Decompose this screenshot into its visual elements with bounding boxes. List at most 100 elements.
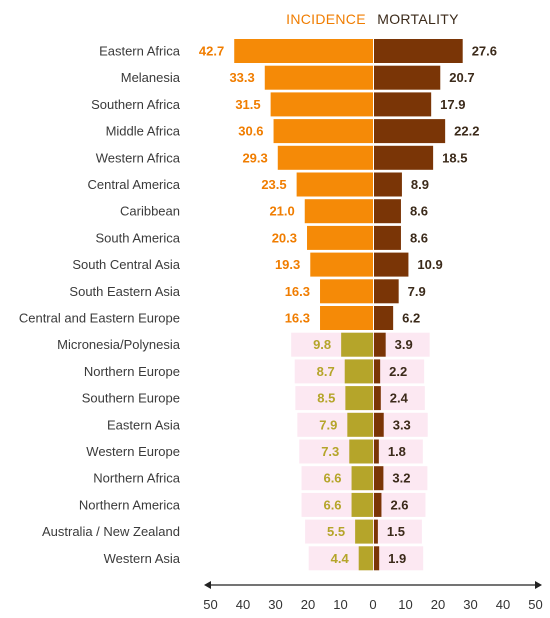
chart-row: South Central Asia 19.3 10.9 (72, 252, 443, 277)
incidence-bar (344, 359, 373, 384)
mortality-value-label: 1.5 (387, 524, 405, 539)
chart-row: South Eastern Asia 16.3 7.9 (69, 279, 426, 304)
mortality-value-label: 1.8 (388, 444, 406, 459)
chart-row: Northern Africa 6.6 3.2 (93, 466, 428, 491)
mortality-value-label: 2.6 (390, 497, 408, 512)
mortality-value-label: 3.9 (395, 337, 413, 352)
chart-row: Southern Europe 8.5 2.4 (82, 386, 425, 411)
x-tick-label: 10 (333, 597, 347, 612)
mortality-bar (374, 306, 394, 330)
incidence-value-label: 8.5 (317, 391, 335, 406)
mortality-value-label: 20.7 (449, 70, 474, 85)
mortality-value-label: 10.9 (417, 257, 442, 272)
incidence-bar (349, 439, 373, 464)
mortality-value-label: 8.6 (410, 204, 428, 219)
region-label: Middle Africa (106, 124, 181, 139)
incidence-bar (304, 199, 373, 224)
chart-row: Central America 23.5 8.9 (88, 172, 429, 197)
incidence-value-label: 6.6 (323, 471, 341, 486)
incidence-value-label: 21.0 (269, 204, 294, 219)
region-label: South Central Asia (72, 257, 180, 272)
region-label: Northern Europe (84, 364, 180, 379)
incidence-value-label: 23.5 (261, 177, 286, 192)
mortality-bar (374, 119, 446, 144)
mortality-value-label: 8.9 (411, 177, 429, 192)
region-label: Eastern Africa (99, 44, 181, 59)
mortality-bar (374, 519, 378, 544)
incidence-value-label: 29.3 (242, 150, 267, 165)
incidence-bar (358, 546, 373, 571)
x-tick-label: 30 (463, 597, 477, 612)
region-label: Australia / New Zealand (42, 524, 180, 539)
x-axis: 50 40 30 20 10 0 10 20 30 40 50 (203, 581, 543, 612)
mortality-bar (374, 492, 382, 517)
region-label: Northern Africa (93, 471, 180, 486)
chart-row: Caribbean 21.0 8.6 (120, 199, 428, 224)
region-label: South America (95, 230, 180, 245)
incidence-value-label: 20.3 (272, 230, 297, 245)
region-label: Eastern Asia (107, 417, 181, 432)
mortality-value-label: 2.4 (390, 391, 409, 406)
incidence-value-label: 30.6 (238, 124, 263, 139)
incidence-bar (264, 65, 373, 90)
x-tick-label: 30 (268, 597, 282, 612)
incidence-value-label: 6.6 (323, 497, 341, 512)
incidence-value-label: 5.5 (327, 524, 345, 539)
incidence-bar (341, 332, 373, 357)
incidence-value-label: 7.9 (319, 417, 337, 432)
region-label: Western Africa (96, 150, 181, 165)
region-label: Caribbean (120, 204, 180, 219)
incidence-bar (351, 492, 373, 517)
mortality-bar (374, 332, 386, 357)
incidence-value-label: 19.3 (275, 257, 300, 272)
incidence-bar (320, 279, 373, 304)
incidence-bar (345, 386, 373, 411)
chart-row: Australia / New Zealand 5.5 1.5 (42, 519, 422, 544)
incidence-value-label: 7.3 (321, 444, 339, 459)
chart-rows: Eastern Africa 42.7 27.6 Melanesia 33.3 20.7 S… (19, 39, 497, 571)
chart-row: Southern Africa 31.5 17.9 (91, 92, 465, 117)
x-axis-left-arrow (204, 581, 211, 589)
chart-row: Eastern Africa 42.7 27.6 (99, 39, 497, 63)
mortality-bar (374, 386, 381, 411)
chart-row: Middle Africa 30.6 22.2 (106, 119, 479, 144)
chart-row: Western Africa 29.3 18.5 (96, 145, 467, 170)
incidence-bar (320, 306, 373, 330)
mortality-bar (374, 412, 384, 437)
incidence-bar (351, 466, 373, 491)
region-label: Melanesia (121, 70, 181, 85)
chart-row: Melanesia 33.3 20.7 (121, 65, 475, 90)
mortality-bar (374, 39, 463, 63)
incidence-bar (270, 92, 373, 117)
chart-row: Western Europe 7.3 1.8 (86, 439, 423, 464)
incidence-bar (277, 145, 373, 170)
incidence-value-label: 16.3 (285, 284, 310, 299)
x-tick-label: 20 (301, 597, 315, 612)
chart-row: Northern Europe 8.7 2.2 (84, 359, 425, 384)
region-label: Southern Europe (82, 391, 180, 406)
mortality-bar (374, 546, 380, 571)
x-tick-label: 50 (203, 597, 217, 612)
mortality-label-highlight (373, 492, 426, 517)
incidence-header: INCIDENCE (286, 11, 366, 27)
mortality-value-label: 7.9 (408, 284, 426, 299)
region-label: South Eastern Asia (69, 284, 180, 299)
incidence-bar (234, 39, 373, 63)
region-label: Southern Africa (91, 97, 181, 112)
incidence-value-label: 16.3 (285, 311, 310, 326)
mortality-label-highlight (373, 546, 424, 571)
mortality-label-highlight (373, 359, 425, 384)
region-label: Central and Eastern Europe (19, 311, 180, 326)
mortality-bar (374, 225, 401, 250)
mortality-bar (374, 466, 384, 491)
mortality-value-label: 2.2 (389, 364, 407, 379)
incidence-bar (273, 119, 373, 144)
mortality-label-highlight (373, 439, 423, 464)
incidence-value-label: 9.8 (313, 337, 331, 352)
region-label: Western Europe (86, 444, 180, 459)
mortality-header: MORTALITY (377, 11, 459, 27)
incidence-bar (310, 252, 373, 277)
region-label: Micronesia/Polynesia (57, 337, 181, 352)
chart-row: Northern America 6.6 2.6 (79, 492, 426, 517)
mortality-bar (374, 145, 434, 170)
